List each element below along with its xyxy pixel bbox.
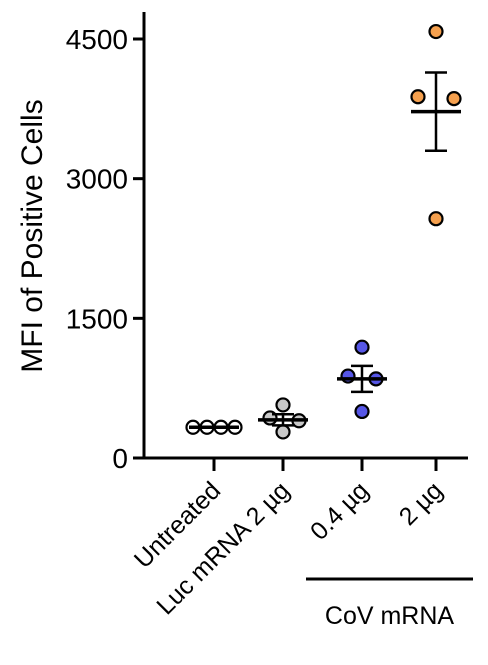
data-point [340,368,356,384]
y-axis-label: MFI of Positive Cells [16,99,49,372]
x-tick-label: 2 µg [394,476,449,531]
data-point [410,89,426,105]
data-point [275,424,291,440]
y-tick-label: 4500 [66,24,128,55]
data-point [354,403,370,420]
x-tick-label: 0.4 µg [305,476,374,545]
group-label: CoV mRNA [325,602,455,630]
y-tick-label: 1500 [66,303,128,334]
axes [133,12,473,581]
data-point [275,397,291,413]
data-point [428,23,444,40]
data-point [428,211,444,227]
y-tick-label: 3000 [66,164,128,195]
data-point [354,339,370,355]
data-point [446,90,462,107]
data-points [185,23,462,440]
y-tick-label: 0 [112,443,128,474]
